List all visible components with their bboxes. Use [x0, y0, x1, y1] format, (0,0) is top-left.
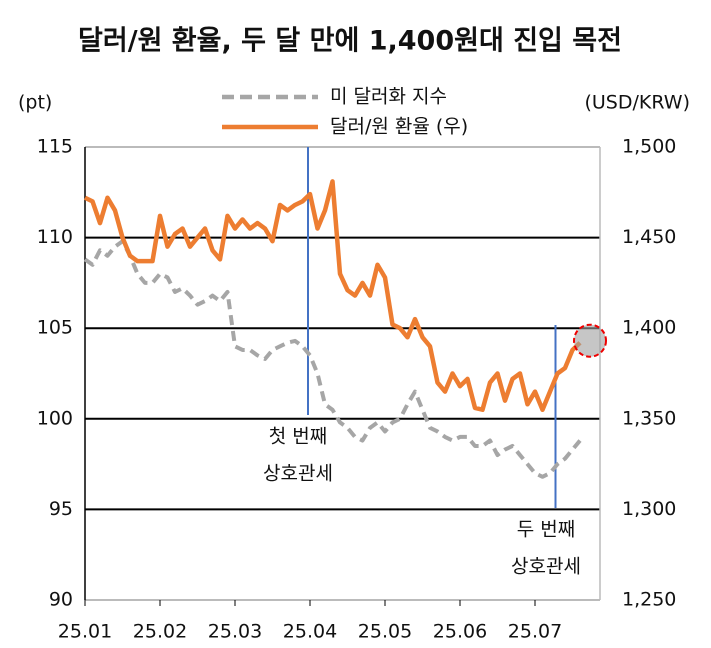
y-tick-label: 95	[49, 498, 73, 520]
y-tick-label: 105	[37, 317, 73, 339]
annotation-text: 상호관세	[263, 463, 333, 485]
x-tick-label: 25.04	[283, 621, 337, 643]
legend-label: 미 달러화 지수	[330, 86, 447, 108]
annotation-text: 첫 번째	[269, 426, 327, 448]
x-tick-label: 25.03	[208, 621, 262, 643]
y-tick-label: 115	[37, 136, 73, 158]
y2-tick-label: 1,400	[622, 317, 676, 339]
annotation-text: 상호관세	[511, 556, 581, 578]
x-tick-label: 25.05	[358, 621, 412, 643]
y2-axis-label: (USD/KRW)	[584, 92, 690, 114]
y2-tick-label: 1,500	[622, 136, 676, 158]
x-tick-label: 25.01	[58, 621, 112, 643]
series-line	[84, 179, 582, 412]
highlight-circle	[573, 323, 607, 358]
y2-tick-label: 1,450	[622, 226, 676, 248]
x-tick-label: 25.06	[433, 621, 487, 643]
y-tick-label: 90	[49, 589, 73, 611]
x-tick-label: 25.07	[508, 621, 562, 643]
series-line	[83, 239, 582, 479]
y2-tick-label: 1,350	[622, 407, 676, 429]
y-tick-label: 100	[37, 407, 73, 429]
y2-tick-label: 1,250	[622, 589, 676, 611]
annotation-text: 두 번째	[517, 519, 575, 541]
x-tick-label: 25.02	[133, 621, 187, 643]
y-tick-label: 110	[37, 226, 73, 248]
chart-title: 달러/원 환율, 두 달 만에 1,400원대 진입 목전	[78, 26, 622, 57]
y2-tick-label: 1,300	[622, 498, 676, 520]
legend-label: 달러/원 환율 (우)	[330, 116, 468, 138]
y-axis-label: (pt)	[18, 92, 52, 114]
